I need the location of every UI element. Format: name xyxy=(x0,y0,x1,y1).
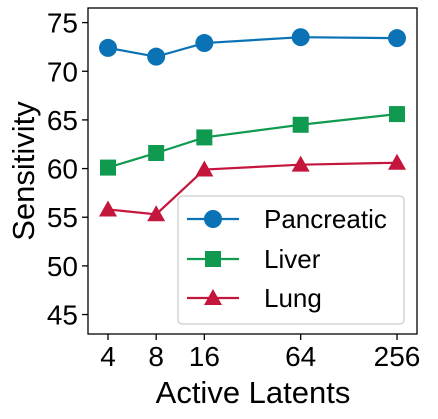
series-lung xyxy=(99,153,406,222)
data-point-liver xyxy=(389,106,405,123)
series-pancreatic xyxy=(99,28,406,66)
data-point-lung xyxy=(195,160,214,177)
data-point-lung xyxy=(99,200,117,217)
data-point-liver xyxy=(148,144,165,161)
data-point-lung xyxy=(291,155,310,172)
y-tick-label: 65 xyxy=(47,105,78,136)
y-tick-label: 50 xyxy=(47,251,78,282)
x-tick-label: 64 xyxy=(285,341,316,372)
legend-label-liver: Liver xyxy=(264,244,321,274)
y-axis-title: Sensitivity xyxy=(6,101,41,241)
data-point-pancreatic xyxy=(99,38,117,57)
y-tick-label: 55 xyxy=(47,202,78,233)
data-point-liver xyxy=(100,159,116,176)
y-tick-label: 45 xyxy=(47,300,78,331)
series-layer xyxy=(99,28,406,222)
x-axis: 4 8 16 64 256 xyxy=(100,334,420,372)
data-point-liver xyxy=(196,129,213,146)
data-point-lung xyxy=(147,205,166,222)
legend-marker-pancreatic xyxy=(204,210,222,228)
y-tick-label: 70 xyxy=(47,56,78,87)
y-tick-label: 75 xyxy=(47,8,78,39)
y-tick-label: 60 xyxy=(47,154,78,185)
data-point-pancreatic xyxy=(195,34,214,53)
legend: Pancreatic Liver Lung xyxy=(177,195,405,325)
data-point-pancreatic xyxy=(291,28,310,47)
legend-marker-liver xyxy=(205,251,221,267)
plot-frame xyxy=(87,7,418,335)
data-point-lung xyxy=(388,153,406,170)
x-axis-title: Active Latents xyxy=(156,375,351,410)
legend-label-lung: Lung xyxy=(264,283,322,313)
data-point-liver xyxy=(292,116,309,133)
y-axis: 45 50 55 60 65 70 75 xyxy=(47,8,88,331)
series-liver xyxy=(100,106,405,176)
x-tick-label: 8 xyxy=(148,341,164,372)
legend-label-pancreatic: Pancreatic xyxy=(264,204,387,234)
data-point-pancreatic xyxy=(388,29,406,48)
legend-marker-lung xyxy=(204,289,222,305)
x-tick-label: 4 xyxy=(100,341,116,372)
x-tick-label: 256 xyxy=(374,341,421,372)
x-tick-label: 16 xyxy=(189,341,220,372)
data-point-pancreatic xyxy=(147,47,166,66)
legend-box xyxy=(177,195,405,325)
